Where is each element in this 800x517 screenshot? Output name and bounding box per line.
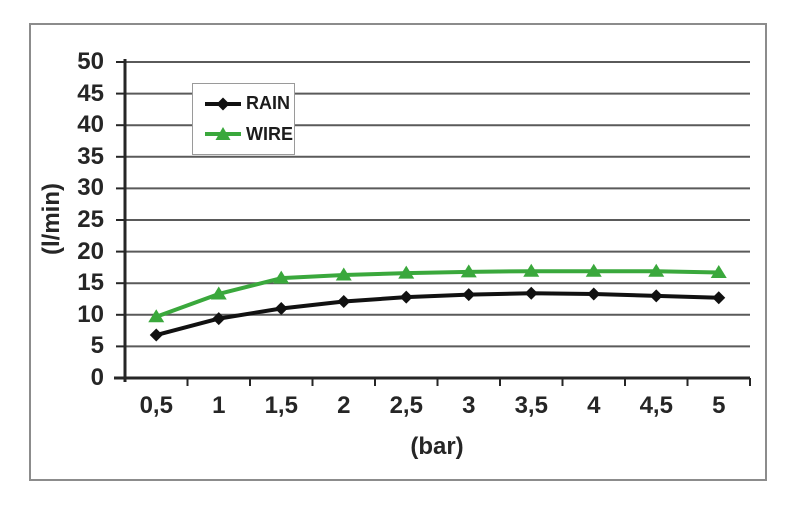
wire-line-triangle-marker-icon bbox=[205, 127, 241, 141]
y-tick-label: 10 bbox=[77, 300, 104, 328]
x-tick-label: 1,5 bbox=[264, 392, 298, 419]
x-tick-label: 0,5 bbox=[139, 392, 173, 419]
series-line-wire bbox=[154, 269, 721, 319]
y-tick-label: 5 bbox=[90, 332, 104, 360]
rain-line-diamond-marker-icon bbox=[205, 97, 241, 111]
x-tick-label: 2 bbox=[337, 392, 351, 419]
y-tick-label: 50 bbox=[77, 48, 104, 75]
legend-item-wire: WIRE bbox=[203, 124, 294, 145]
legend-item-rain: RAIN bbox=[203, 93, 294, 114]
series-marker-wire bbox=[710, 264, 727, 278]
x-tick-label: 1 bbox=[212, 392, 226, 419]
y-tick-label: 30 bbox=[77, 174, 104, 202]
series-marker-wire bbox=[460, 264, 477, 278]
series-marker-rain bbox=[149, 328, 163, 342]
series-marker-rain bbox=[587, 287, 601, 301]
series-marker-rain bbox=[337, 295, 351, 309]
series-marker-wire bbox=[148, 309, 165, 323]
x-tick-label: 4 bbox=[587, 392, 601, 419]
x-tick-label: 3,5 bbox=[514, 392, 548, 419]
series-marker-wire bbox=[398, 265, 415, 279]
series-marker-rain bbox=[524, 286, 538, 300]
series-marker-wire bbox=[273, 270, 290, 284]
y-tick-label: 40 bbox=[77, 111, 104, 139]
x-axis-title: (bar) bbox=[410, 433, 464, 460]
series-line-rain bbox=[154, 291, 721, 338]
y-tick-label: 20 bbox=[77, 237, 104, 265]
y-tick-label: 35 bbox=[77, 142, 104, 170]
legend: RAIN WIRE bbox=[192, 83, 295, 155]
legend-label-wire: WIRE bbox=[246, 123, 293, 144]
y-tick-label: 25 bbox=[77, 206, 104, 233]
series-marker-wire bbox=[648, 263, 665, 277]
y-tick-label: 15 bbox=[77, 269, 104, 297]
series-marker-rain bbox=[462, 288, 476, 302]
x-tick-label: 4,5 bbox=[639, 392, 673, 419]
series-marker-rain bbox=[274, 301, 288, 315]
y-tick-label: 0 bbox=[90, 364, 104, 391]
series-marker-wire bbox=[585, 263, 602, 277]
legend-label-rain: RAIN bbox=[246, 93, 290, 114]
x-tick-label: 2,5 bbox=[389, 392, 423, 419]
series-marker-rain bbox=[649, 289, 663, 303]
x-tick-label: 3 bbox=[462, 392, 476, 419]
series-marker-rain bbox=[399, 290, 413, 304]
series-marker-wire bbox=[210, 286, 227, 300]
series-marker-wire bbox=[335, 267, 352, 281]
series-marker-rain bbox=[712, 291, 726, 305]
series-marker-wire bbox=[523, 263, 540, 277]
x-tick-label: 5 bbox=[712, 392, 726, 419]
y-tick-label: 45 bbox=[77, 79, 104, 107]
series-marker-rain bbox=[212, 312, 226, 326]
